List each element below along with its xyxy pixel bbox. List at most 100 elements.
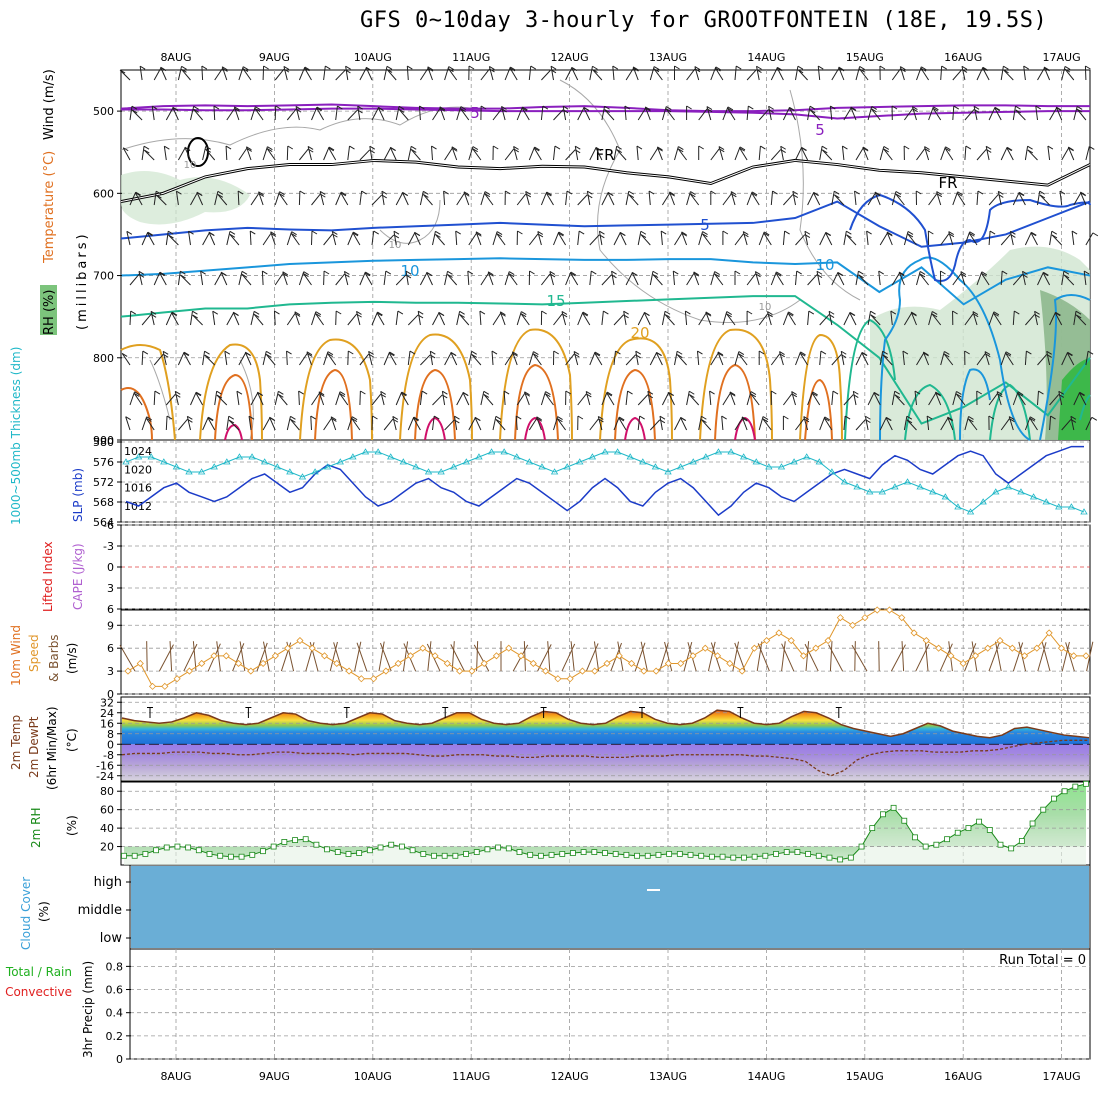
tick-rh: 20 — [100, 841, 114, 854]
wind-barb-flag — [253, 310, 260, 315]
wind-barb — [746, 391, 752, 406]
speed-point — [996, 636, 1004, 645]
wind-barb-flag — [882, 350, 888, 355]
surface-barb — [890, 644, 906, 672]
wind-barb-flag — [632, 66, 639, 71]
speed-point — [271, 652, 279, 660]
date-label-bottom: 16AUG — [944, 1070, 982, 1083]
wind-barb — [153, 353, 164, 366]
tick-thickness: 572 — [93, 476, 114, 489]
wind-barb-flag — [1027, 145, 1033, 150]
wind-barb — [156, 194, 167, 206]
wind-barb-flag — [566, 190, 573, 195]
wind-barb — [495, 419, 506, 431]
wind-barb — [419, 67, 429, 81]
wind-barb — [1008, 416, 1014, 431]
wind-barb — [393, 231, 397, 246]
tick-pressure: 700 — [93, 270, 114, 283]
wind-barb — [628, 194, 639, 206]
wind-barb — [1085, 146, 1090, 161]
wind-barb — [1061, 66, 1066, 81]
wind-barb — [922, 351, 930, 366]
wind-barb — [791, 391, 796, 406]
wind-barb-flag — [932, 107, 939, 112]
wind-barb — [462, 392, 470, 406]
wind-barb — [162, 351, 167, 366]
wind-barb — [866, 231, 869, 246]
tick-temp: -24 — [96, 770, 114, 783]
wind-barb-flag — [258, 191, 264, 196]
wind-barb-flag — [800, 351, 806, 356]
wind-barb — [960, 271, 966, 286]
wind-barb — [741, 416, 748, 431]
wind-barb — [795, 234, 806, 246]
wind-barb — [383, 147, 392, 161]
wind-barb-flag — [796, 270, 802, 275]
rh-point — [794, 849, 801, 855]
rh-point — [922, 843, 929, 850]
wind-barb — [625, 67, 634, 81]
speed-point — [738, 667, 746, 675]
wind-barb-flag — [862, 146, 869, 151]
wind-barb — [270, 231, 276, 246]
wind-barb — [988, 194, 999, 206]
date-label-bottom: 11AUG — [452, 1070, 490, 1083]
wind-barb — [976, 67, 984, 81]
wind-barb — [688, 394, 700, 406]
wind-barb — [787, 312, 796, 326]
wind-barb — [734, 417, 743, 431]
wind-barb-flag — [283, 65, 290, 70]
wind-barb — [653, 68, 663, 81]
thickness-label: 1000~500mb Thickness (dm) — [9, 347, 23, 525]
wind-barb-flag — [668, 391, 674, 396]
wind-barb-flag — [1027, 149, 1034, 154]
wind-barb-flag — [850, 107, 857, 112]
thickness-point — [374, 448, 382, 455]
wind-barb-flag — [303, 273, 309, 277]
wind-barb — [961, 66, 966, 81]
wind-barb-flag — [204, 354, 211, 359]
wind-barb — [837, 272, 845, 286]
wind-barb — [516, 392, 526, 406]
wind-barb — [952, 105, 955, 121]
wind-barb-flag — [193, 105, 199, 110]
wind-barb — [395, 311, 399, 326]
wind-barb-flag — [762, 416, 769, 420]
wind-barb — [698, 312, 707, 326]
rh-point — [815, 852, 822, 859]
wind-barb — [589, 147, 597, 161]
wind-barb — [1049, 312, 1056, 326]
wind-barb-flag — [172, 106, 178, 111]
wind-barb-flag — [1008, 416, 1015, 421]
surface-barb — [1061, 641, 1070, 672]
wind-barb-flag — [800, 147, 807, 151]
wind-barb-flag — [337, 105, 343, 110]
wind-barb-flag — [521, 107, 528, 112]
surface-barb — [707, 641, 716, 672]
wind-barb — [914, 391, 917, 406]
rh-point — [238, 853, 245, 860]
wind-barb-flag — [1039, 194, 1046, 199]
wind-barb-flag — [956, 391, 962, 395]
rh-point — [986, 827, 993, 833]
wind-barb — [357, 106, 361, 121]
speed-point — [308, 644, 316, 652]
date-label-top: 10AUG — [354, 51, 392, 64]
wind-barb — [746, 191, 753, 206]
wind-barb — [190, 106, 195, 121]
wind-barb-flag — [471, 354, 477, 358]
wind-barb — [649, 147, 659, 161]
wind-barb-flag — [459, 314, 465, 318]
wind-barb-flag — [357, 105, 363, 110]
wind-barb — [444, 271, 448, 286]
wind-barb-flag — [933, 106, 939, 111]
wind-barb — [1049, 394, 1060, 406]
wind-barb — [508, 273, 518, 286]
wind-barb — [1015, 109, 1026, 121]
wind-barb — [940, 233, 950, 246]
wind-barb-flag — [376, 312, 383, 317]
wind-barb — [151, 106, 155, 121]
wind-barb — [994, 107, 1002, 121]
wind-barb-flag — [755, 271, 761, 275]
rh-point — [484, 846, 491, 853]
